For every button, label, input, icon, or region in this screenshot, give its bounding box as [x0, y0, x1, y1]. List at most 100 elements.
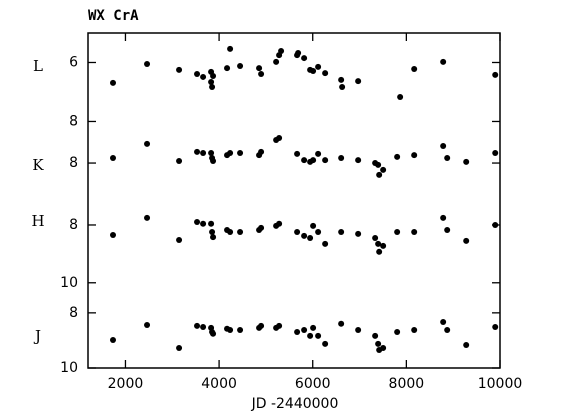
data-point: [200, 150, 207, 157]
data-point: [372, 332, 379, 339]
data-point: [338, 320, 345, 327]
data-point: [110, 155, 117, 162]
data-point: [444, 326, 451, 333]
data-point: [338, 229, 345, 236]
data-point: [227, 229, 234, 236]
data-point: [210, 330, 217, 337]
data-point: [376, 248, 383, 255]
data-point: [338, 76, 345, 83]
data-point: [208, 78, 215, 85]
data-point: [294, 229, 301, 236]
data-point: [376, 171, 383, 178]
data-point: [276, 322, 283, 329]
data-point: [322, 70, 329, 77]
data-point: [310, 324, 317, 331]
data-point: [301, 157, 308, 164]
data-point: [440, 142, 447, 149]
data-point: [411, 65, 418, 72]
data-point: [237, 326, 244, 333]
data-point: [227, 45, 234, 52]
data-point: [463, 341, 470, 348]
data-point: [210, 157, 217, 164]
data-point: [338, 155, 345, 162]
data-point: [322, 157, 329, 164]
data-point: [310, 222, 317, 229]
x-axis-label: JD -2440000: [251, 396, 339, 412]
band-label: K: [32, 156, 44, 174]
data-point: [194, 219, 201, 226]
data-point: [209, 229, 216, 236]
data-point: [411, 152, 418, 159]
data-point: [394, 229, 401, 236]
data-point: [176, 344, 183, 351]
data-point: [295, 50, 302, 57]
data-point: [227, 326, 234, 333]
data-point: [237, 229, 244, 236]
data-point: [276, 134, 283, 141]
data-point: [355, 78, 362, 85]
data-point: [110, 336, 117, 343]
data-point: [375, 240, 382, 247]
data-point: [339, 83, 346, 90]
data-point: [276, 220, 283, 227]
plot-frame: [87, 32, 501, 369]
data-point: [176, 157, 183, 164]
data-point: [444, 226, 451, 233]
data-point: [273, 58, 280, 65]
data-point: [444, 155, 451, 162]
data-point: [227, 150, 234, 157]
data-point: [176, 66, 183, 73]
data-point: [301, 55, 308, 62]
data-point: [380, 166, 387, 173]
data-point: [355, 326, 362, 333]
data-point: [307, 234, 314, 241]
data-point: [237, 63, 244, 70]
data-point: [208, 220, 215, 227]
data-point: [210, 73, 217, 80]
data-point: [258, 224, 265, 231]
data-point: [200, 324, 207, 331]
data-point: [294, 329, 301, 336]
data-point: [440, 58, 447, 65]
data-point: [411, 229, 418, 236]
data-point: [224, 65, 231, 72]
data-point: [278, 47, 285, 54]
chart-title: WX CrA: [88, 8, 139, 24]
data-point: [258, 322, 265, 329]
y-tick-label: 10: [60, 360, 78, 376]
data-point: [322, 340, 329, 347]
data-point: [380, 242, 387, 249]
data-point: [144, 214, 151, 221]
data-point: [492, 324, 499, 331]
data-point: [144, 321, 151, 328]
data-point: [194, 70, 201, 77]
data-point: [209, 83, 216, 90]
data-point: [463, 237, 470, 244]
data-point: [355, 157, 362, 164]
data-point: [200, 220, 207, 227]
data-point: [492, 71, 499, 78]
x-tick-label: 2000: [108, 376, 144, 392]
data-point: [492, 221, 499, 228]
data-point: [307, 332, 314, 339]
data-point: [394, 329, 401, 336]
data-point: [208, 150, 215, 157]
y-tick-label: 10: [60, 275, 78, 291]
y-tick-label: 8: [69, 155, 78, 171]
data-point: [315, 332, 322, 339]
data-point: [355, 230, 362, 237]
data-point: [144, 60, 151, 67]
data-point: [310, 68, 317, 75]
data-point: [463, 158, 470, 165]
data-point: [256, 65, 263, 72]
data-point: [380, 344, 387, 351]
x-tick-label: 6000: [295, 376, 331, 392]
data-point: [200, 73, 207, 80]
data-point: [258, 70, 265, 77]
data-point: [492, 150, 499, 157]
band-label: H: [31, 212, 44, 230]
data-point: [411, 326, 418, 333]
x-tick-label: 4000: [201, 376, 237, 392]
data-point: [301, 232, 308, 239]
